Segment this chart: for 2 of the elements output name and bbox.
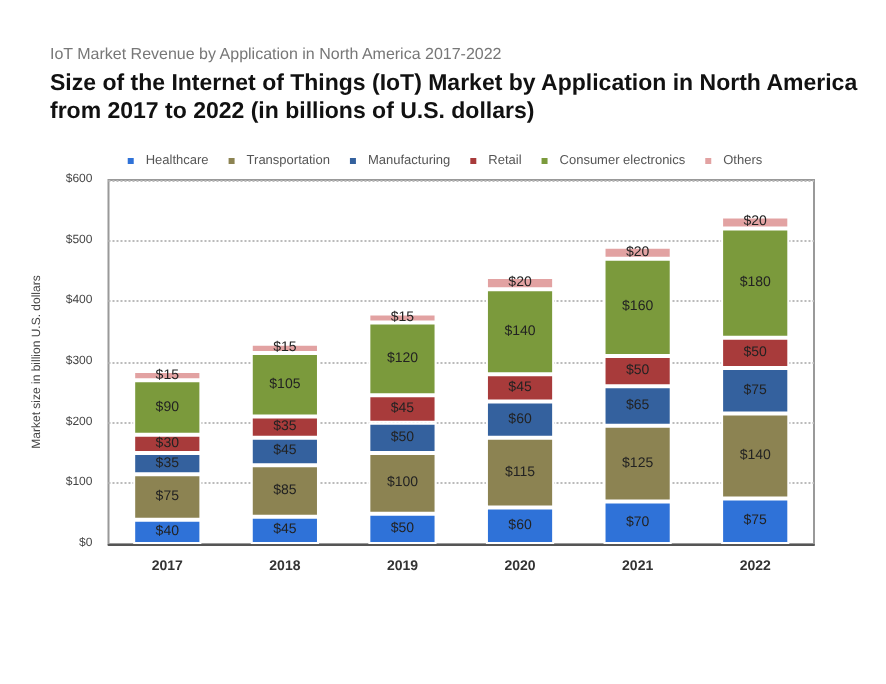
chart-subtitle: IoT Market Revenue by Application in North America 2017-2022 [50, 45, 503, 63]
chart-title: Size of the Internet of Things (IoT) Market by Application in North America from 2017 to 2022 (in billions of U.S. dollars) [50, 72, 864, 124]
